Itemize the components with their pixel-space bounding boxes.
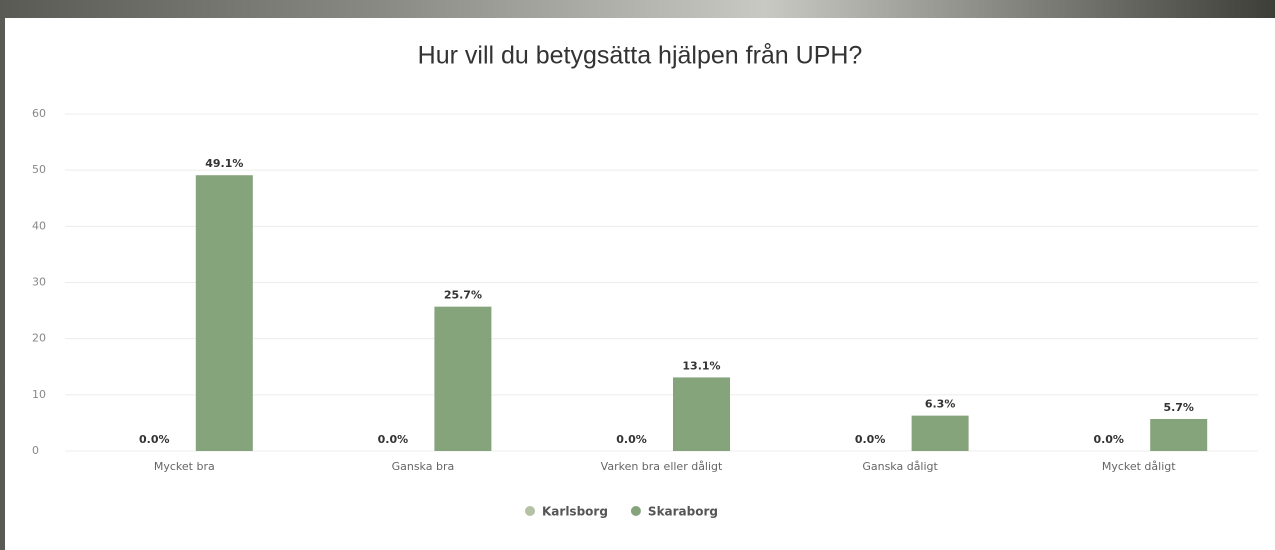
bar bbox=[1150, 419, 1207, 451]
value-label: 0.0% bbox=[616, 433, 647, 446]
y-tick-label: 0 bbox=[32, 444, 39, 457]
chart: Hur vill du betygsätta hjälpen från UPH?… bbox=[0, 0, 1275, 550]
x-tick-label: Mycket bra bbox=[154, 460, 215, 473]
y-tick-label: 60 bbox=[32, 107, 46, 120]
value-label: 13.1% bbox=[682, 359, 720, 372]
y-tick-label: 30 bbox=[32, 276, 46, 289]
y-tick-label: 40 bbox=[32, 219, 46, 232]
value-label: 0.0% bbox=[1093, 433, 1124, 446]
y-tick-label: 10 bbox=[32, 388, 46, 401]
y-tick-label: 20 bbox=[32, 332, 46, 345]
chart-title: Hur vill du betygsätta hjälpen från UPH? bbox=[418, 42, 863, 70]
x-tick-label: Mycket dåligt bbox=[1102, 460, 1176, 473]
value-label: 0.0% bbox=[378, 433, 409, 446]
bar bbox=[434, 307, 491, 451]
x-tick-label: Ganska bra bbox=[392, 460, 455, 473]
legend-marker bbox=[631, 506, 641, 516]
y-tick-label: 50 bbox=[32, 163, 46, 176]
value-label: 49.1% bbox=[205, 157, 243, 170]
x-tick-label: Ganska dåligt bbox=[862, 460, 938, 473]
x-tick-label: Varken bra eller dåligt bbox=[601, 460, 723, 473]
bar bbox=[912, 416, 969, 451]
value-label: 0.0% bbox=[855, 433, 886, 446]
legend-label: Skaraborg bbox=[648, 505, 718, 519]
bar bbox=[673, 377, 730, 451]
value-label: 0.0% bbox=[139, 433, 170, 446]
value-label: 6.3% bbox=[925, 398, 956, 411]
value-label: 5.7% bbox=[1163, 401, 1194, 414]
value-label: 25.7% bbox=[444, 289, 482, 302]
page: Hur vill du betygsätta hjälpen från UPH?… bbox=[0, 0, 1275, 550]
legend-label: Karlsborg bbox=[542, 505, 608, 519]
legend-marker bbox=[525, 506, 535, 516]
bar bbox=[196, 175, 253, 451]
